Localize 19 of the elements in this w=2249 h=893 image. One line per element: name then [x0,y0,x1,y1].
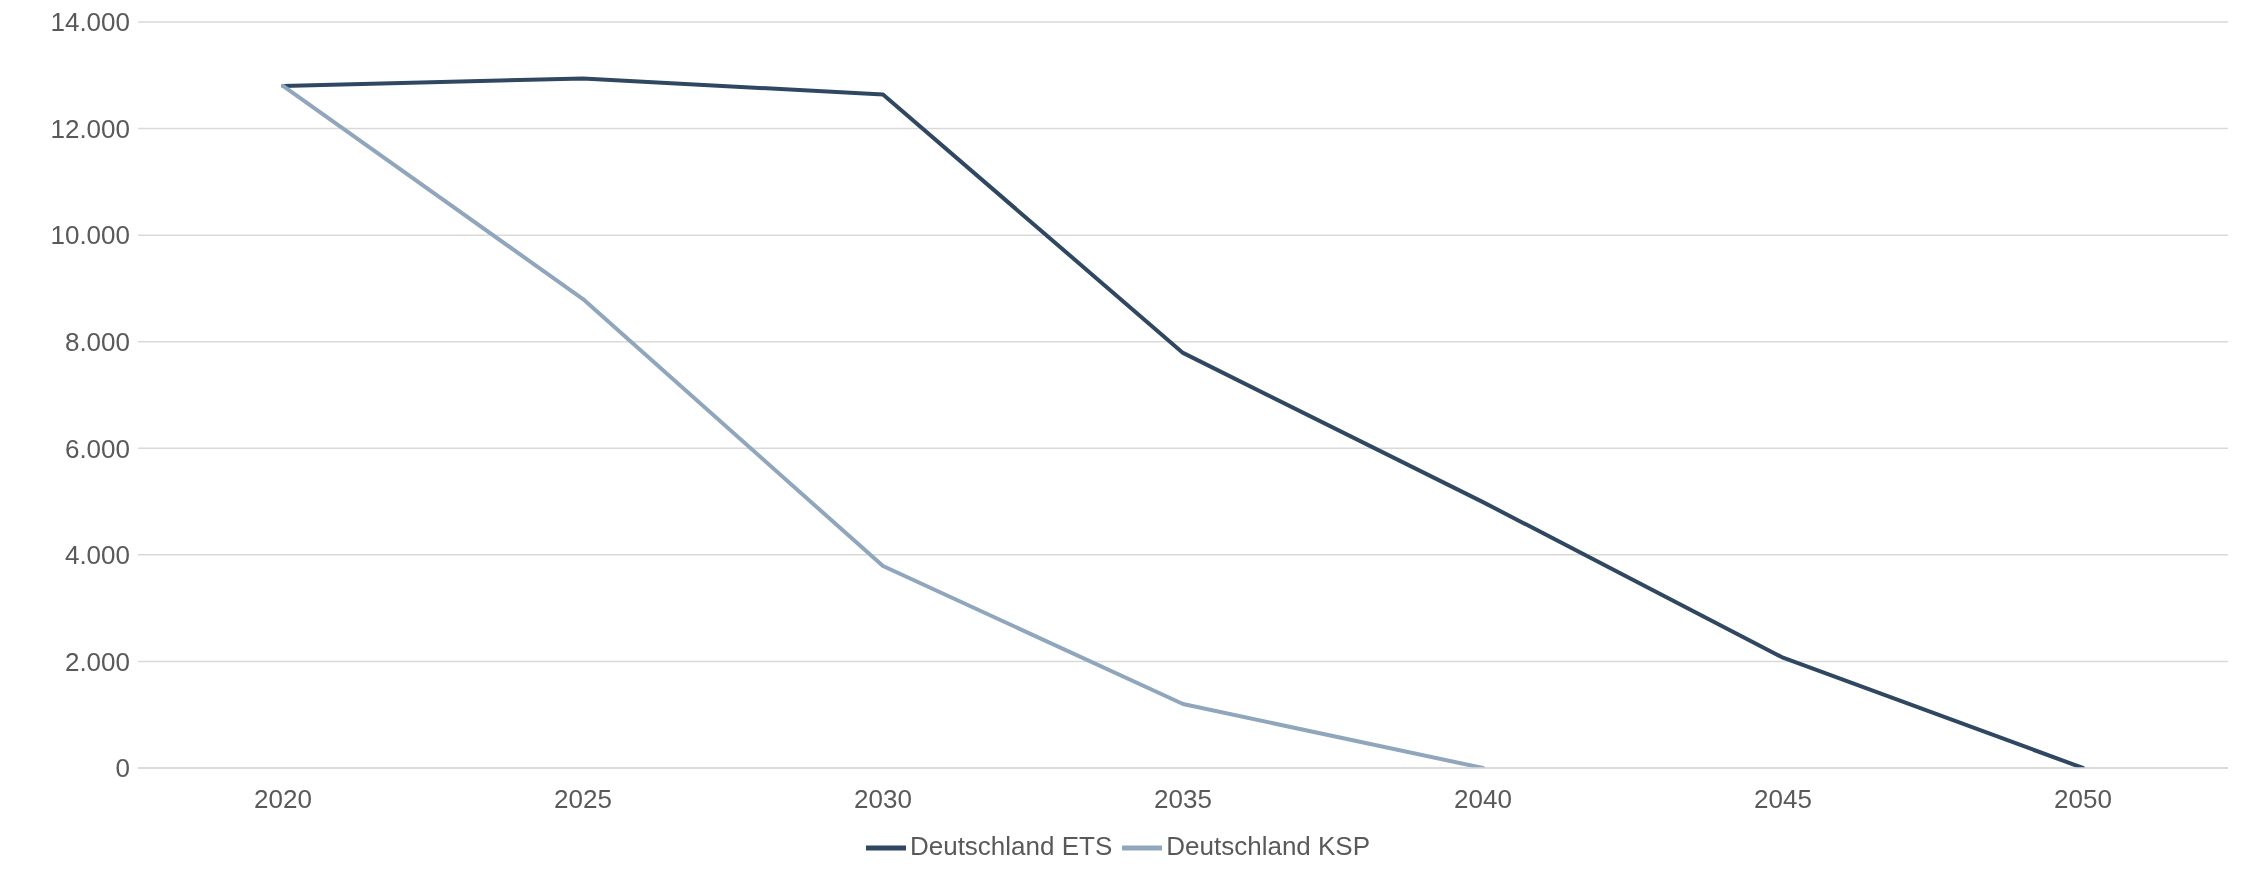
line-series [281,76,2085,768]
line-series [281,83,1485,768]
y-tick-label: 0 [115,753,130,784]
y-tick-label: 8.000 [64,326,130,357]
x-tick-label: 2050 [2054,784,2112,815]
y-tick-label: 12.000 [50,113,130,144]
x-tick-label: 2025 [554,784,612,815]
legend-label: Deutschland KSP [1166,830,1371,861]
y-tick-label: 2.000 [64,646,130,677]
x-tick-label: 2040 [1454,784,1512,815]
x-tick-label: 2020 [254,784,312,815]
y-tick-label: 10.000 [50,220,130,251]
y-tick-label: 14.000 [50,7,130,38]
y-tick-label: 4.000 [64,540,130,571]
y-tick-label: 6.000 [64,433,130,464]
x-tick-label: 2030 [854,784,912,815]
x-tick-label: 2045 [1754,784,1812,815]
legend-label: Deutschland ETS [909,830,1113,861]
x-tick-label: 2035 [1154,784,1212,815]
